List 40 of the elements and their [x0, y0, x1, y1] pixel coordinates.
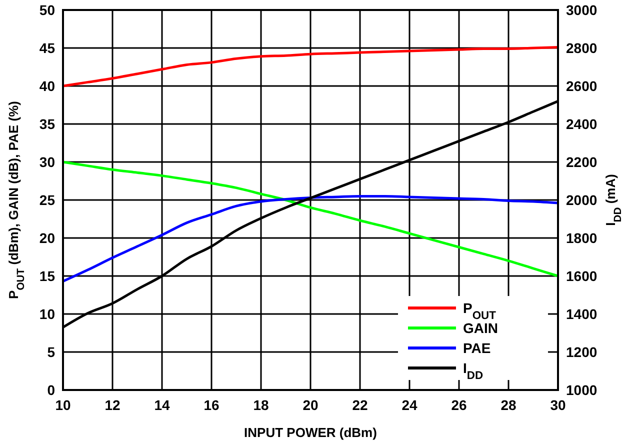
- y2-tick-label: 2800: [566, 40, 598, 56]
- y-tick-label: 45: [39, 40, 56, 56]
- y-tick-label: 15: [39, 268, 56, 284]
- y-tick-label: 30: [39, 154, 56, 170]
- y-tick-label: 10: [39, 306, 56, 322]
- y-tick-label: 35: [39, 116, 56, 132]
- x-tick-label: 22: [352, 397, 368, 413]
- x-tick-label: 18: [253, 397, 269, 413]
- y2-tick-label: 2600: [566, 78, 598, 94]
- legend-label: I$_{DD}$: [463, 360, 484, 382]
- y-tick-label: 0: [47, 382, 56, 398]
- y2-tick-label: 1200: [566, 344, 598, 360]
- y-tick-label: 25: [39, 192, 56, 208]
- y2-tick-label: 2400: [566, 116, 598, 132]
- x-tick-label: 14: [154, 397, 170, 413]
- x-tick-label: 24: [402, 397, 418, 413]
- legend-label: GAIN: [463, 320, 498, 336]
- y2-tick-label: 1600: [566, 268, 598, 284]
- x-axis-title: INPUT POWER (dBm): [244, 425, 377, 440]
- y2-tick-label: 2000: [566, 192, 598, 208]
- x-tick-label: 26: [451, 397, 467, 413]
- y2-tick-label: 1400: [566, 306, 598, 322]
- x-tick-label: 12: [104, 397, 120, 413]
- y2-tick-label: 1800: [566, 230, 598, 246]
- x-tick-label: 20: [302, 397, 318, 413]
- x-tick-label: 28: [500, 397, 516, 413]
- x-tick-label: 16: [204, 397, 220, 413]
- y-tick-label: 40: [39, 78, 56, 94]
- y-tick-label: 50: [39, 2, 56, 18]
- line-series: [62, 46, 560, 88]
- y2-tick-label: 2200: [566, 154, 598, 170]
- y-tick-label: 5: [47, 344, 56, 360]
- y2-tick-label: 3000: [566, 2, 598, 18]
- line-series: [62, 194, 560, 283]
- line-series: [62, 160, 560, 278]
- legend-label: P$_{OUT}$: [463, 300, 496, 322]
- legend-label: PAE: [463, 340, 491, 356]
- y2-tick-label: 1000: [566, 382, 598, 398]
- y-tick-label: 20: [39, 230, 56, 246]
- x-tick-label: 30: [550, 397, 566, 413]
